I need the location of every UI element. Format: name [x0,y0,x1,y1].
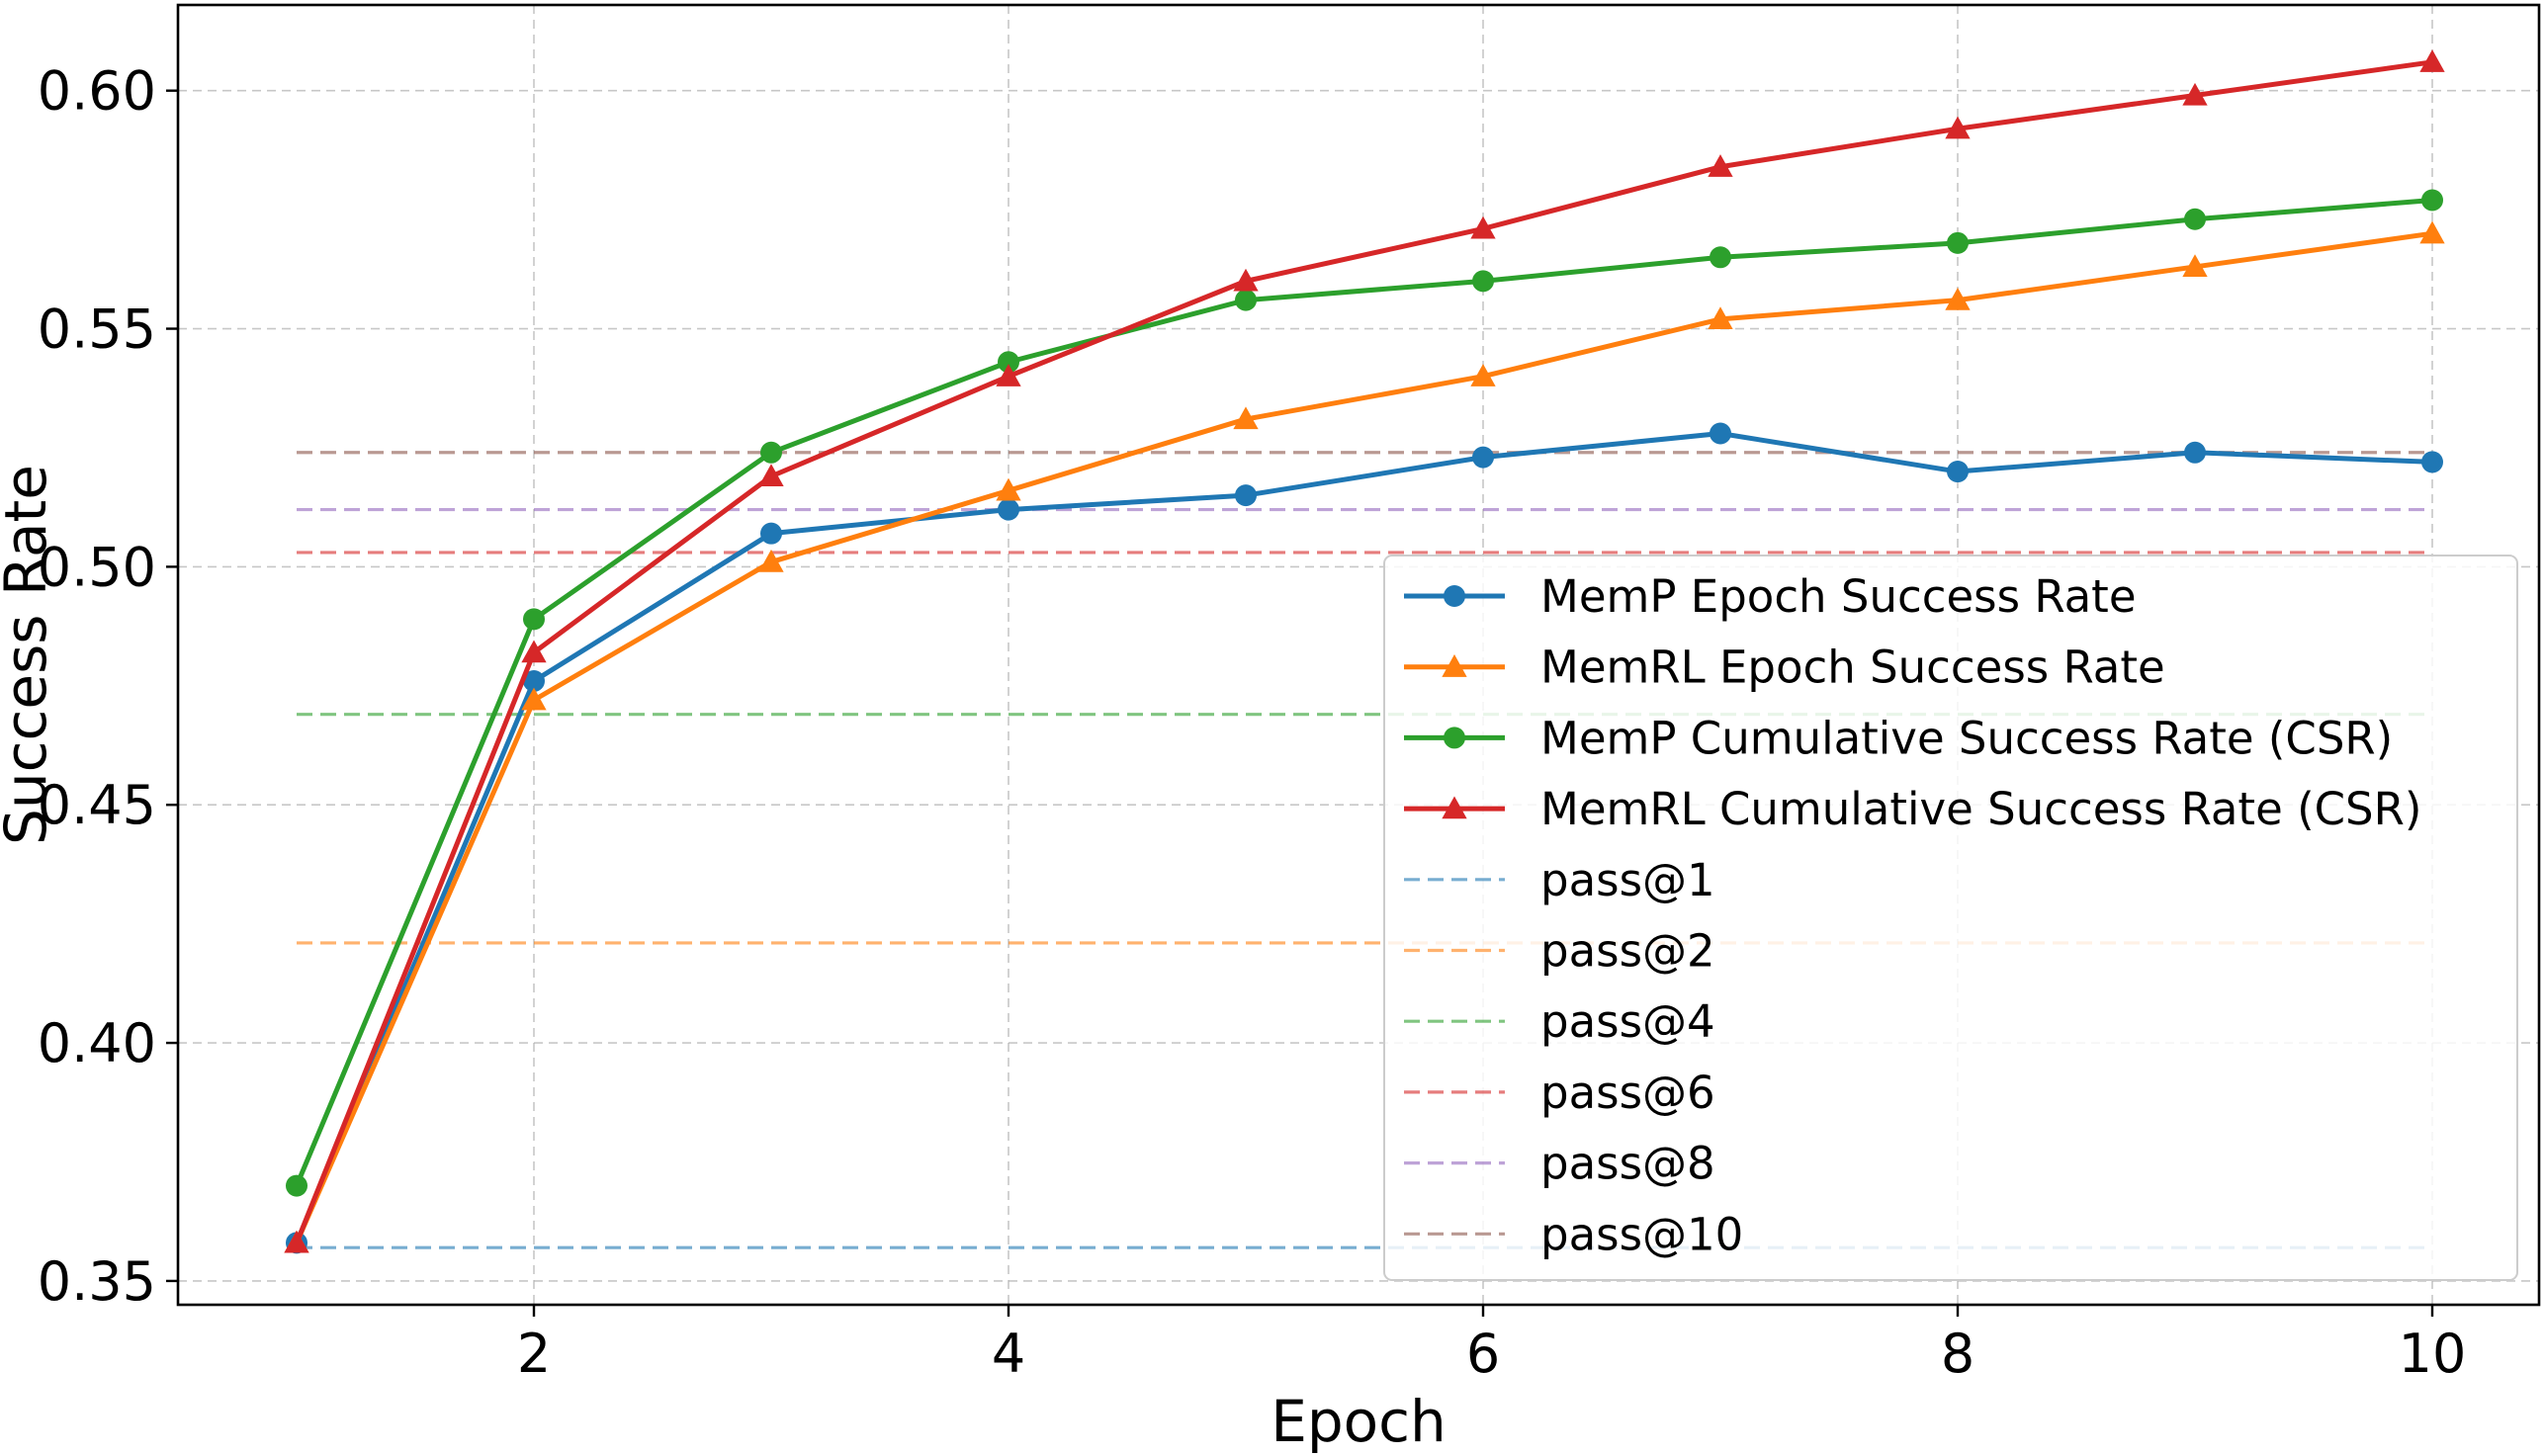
plot-frame [176,3,2541,1307]
legend-marker [1442,796,1467,819]
data-point [523,608,545,631]
data-point [284,1230,309,1253]
series-line [294,230,2433,1244]
data-point [1470,364,1496,386]
data-point [1472,270,1494,293]
series-line [294,197,2433,1187]
data-point [1235,289,1257,311]
legend-box [1383,555,2518,1281]
data-point [2182,82,2208,106]
series-line [294,59,2433,1244]
data-point [998,351,1019,374]
data-point [2419,49,2445,72]
legend: MemP Epoch Success Rate MemRL Epoch Succe… [1383,555,2518,1281]
data-point [996,364,1021,386]
legend-marker [1444,585,1465,607]
legend-label: pass@1 [1540,854,1715,906]
data-point [1708,306,1733,330]
legend-label: pass@10 [1540,1208,1743,1260]
legend-entry: pass@6 [1404,1067,1715,1119]
legend-label: MemP Epoch Success Rate [1540,570,2137,623]
data-point [1472,446,1494,469]
series-lines [284,49,2445,1254]
legend-marker [1444,727,1465,749]
data-point [1710,422,1731,445]
x-tick-label: 6 [1466,1323,1500,1385]
data-point [1708,154,1733,177]
y-tick-label: 0.60 [38,60,156,123]
y-tick-label: 0.55 [38,299,156,361]
data-point [1470,215,1496,239]
legend-label: pass@2 [1540,925,1715,978]
legend-entry: pass@4 [1404,995,1715,1048]
data-point [996,477,1021,501]
data-point [2184,441,2206,464]
data-point [1235,484,1257,507]
legend-label: pass@6 [1540,1067,1715,1119]
x-axis-label: Epoch [1271,1388,1447,1455]
series-4 [284,49,2445,1253]
data-point [521,640,547,663]
x-tick-label: 4 [992,1323,1025,1385]
y-tick-label: 0.35 [38,1250,156,1313]
x-tick-label: 2 [517,1323,551,1385]
data-point [1710,246,1731,269]
y-tick-label: 0.40 [38,1012,156,1074]
x-tick-label: 8 [1941,1323,1974,1385]
data-point [2419,220,2445,244]
legend-marker [1442,654,1467,677]
series-line [294,431,2433,1244]
y-tick-label: 0.50 [38,536,156,598]
legend-label: pass@4 [1540,995,1715,1048]
data-point [760,522,782,545]
legend-label: MemRL Cumulative Success Rate (CSR) [1540,783,2421,835]
data-point [2421,189,2443,212]
legend-entry: pass@10 [1404,1208,1743,1260]
data-point [1233,268,1259,292]
data-point [521,687,547,711]
data-point [1945,287,1971,310]
legend-entry: MemP Epoch Success Rate [1404,570,2137,623]
data-point [2184,208,2206,230]
data-point [2182,254,2208,278]
legend-entry: pass@8 [1404,1138,1715,1190]
data-point [2421,451,2443,473]
data-point [758,464,784,486]
data-point [1233,406,1259,430]
legend-label: MemRL Epoch Success Rate [1540,642,2165,694]
x-tick-label: 10 [2399,1323,2467,1385]
series-3 [286,189,2443,1197]
legend-label: MemP Cumulative Success Rate (CSR) [1540,712,2393,764]
data-point [286,1174,307,1197]
legend-entry: pass@2 [1404,925,1715,978]
data-point [758,549,784,572]
data-point [523,669,545,692]
legend-entry: pass@1 [1404,854,1715,906]
data-point [1945,116,1971,139]
data-point [760,441,782,464]
data-point [1947,461,1969,483]
legend-label: pass@8 [1540,1138,1715,1190]
data-point [998,498,1019,521]
legend-entry: MemRL Epoch Success Rate [1404,642,2165,694]
y-axis-label: Success Rate [0,465,59,845]
legend-entry: MemRL Cumulative Success Rate (CSR) [1404,783,2421,835]
axis-ticks: 2 4 6 8 10 0.35 0.40 0.45 0.50 0.55 0.60 [38,60,2467,1385]
data-point [1947,231,1969,254]
y-tick-label: 0.45 [38,774,156,836]
legend-entry: MemP Cumulative Success Rate (CSR) [1404,712,2393,764]
